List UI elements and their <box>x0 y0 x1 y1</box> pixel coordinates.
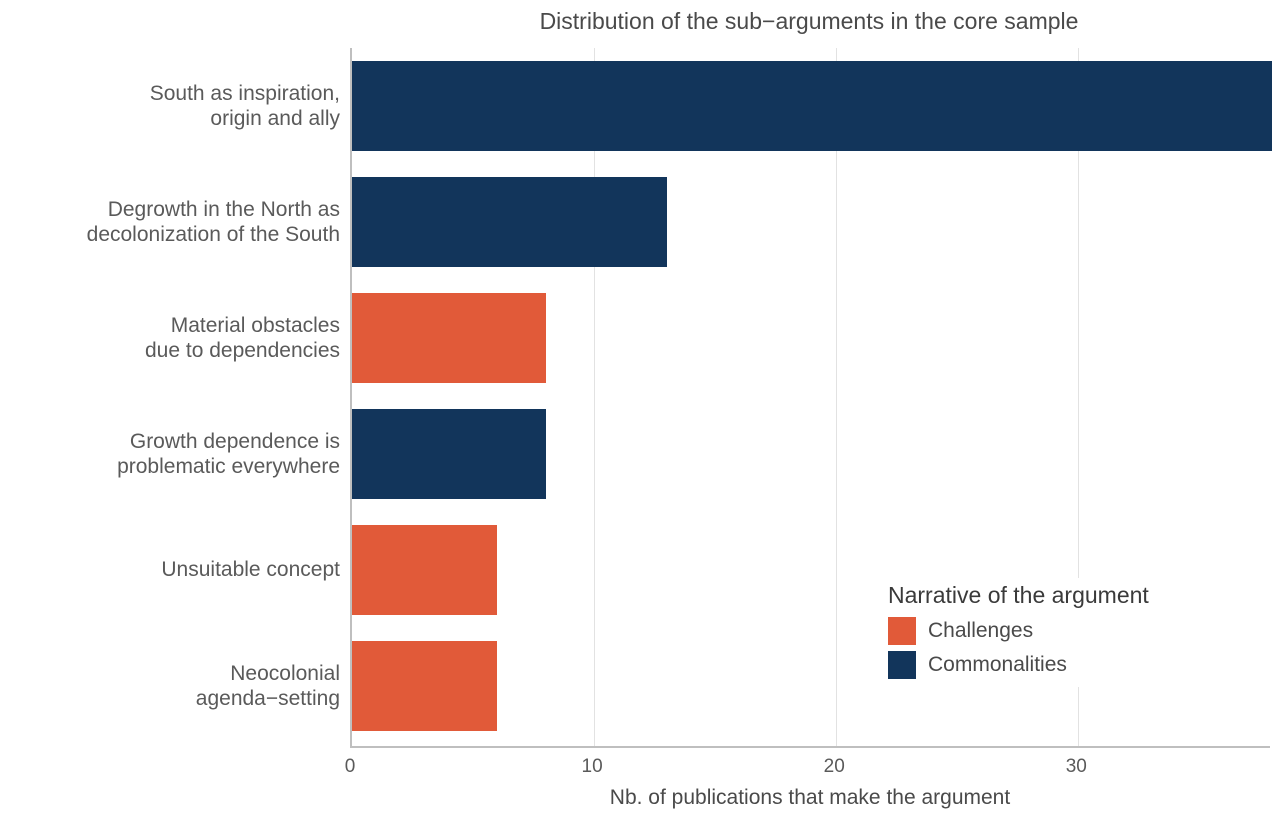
y-tick-label: Growth dependence isproblematic everywhe… <box>10 409 340 499</box>
x-tick-label: 0 <box>345 756 356 778</box>
y-tick-label: Material obstaclesdue to dependencies <box>10 293 340 383</box>
legend-item: Challenges <box>888 617 1149 645</box>
bar <box>352 641 497 731</box>
chart-title: Distribution of the sub−arguments in the… <box>350 8 1268 35</box>
legend-label: Challenges <box>928 619 1033 643</box>
x-axis-label: Nb. of publications that make the argume… <box>350 786 1270 810</box>
y-tick-label: Neocolonialagenda−setting <box>10 641 340 731</box>
y-tick-label: Degrowth in the North asdecolonization o… <box>10 177 340 267</box>
legend-item: Commonalities <box>888 651 1149 679</box>
grid-line <box>836 48 837 746</box>
legend-title: Narrative of the argument <box>888 582 1149 609</box>
x-tick-label: 30 <box>1066 756 1087 778</box>
legend-swatch <box>888 651 916 679</box>
x-tick-label: 20 <box>824 756 845 778</box>
bar <box>352 409 546 499</box>
y-tick-label: South as inspiration,origin and ally <box>10 61 340 151</box>
legend-swatch <box>888 617 916 645</box>
x-tick-label: 10 <box>582 756 603 778</box>
bar-chart: Distribution of the sub−arguments in the… <box>0 0 1288 824</box>
bar <box>352 61 1272 151</box>
grid-line <box>594 48 595 746</box>
bar <box>352 293 546 383</box>
bar <box>352 177 667 267</box>
bar <box>352 525 497 615</box>
legend: Narrative of the argument Challenges Comm… <box>880 578 1157 687</box>
y-tick-label: Unsuitable concept <box>10 525 340 615</box>
legend-label: Commonalities <box>928 653 1067 677</box>
